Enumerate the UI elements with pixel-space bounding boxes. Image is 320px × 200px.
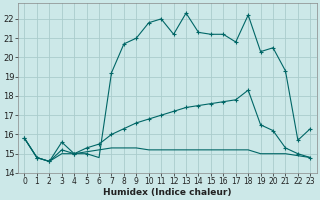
X-axis label: Humidex (Indice chaleur): Humidex (Indice chaleur): [103, 188, 232, 197]
